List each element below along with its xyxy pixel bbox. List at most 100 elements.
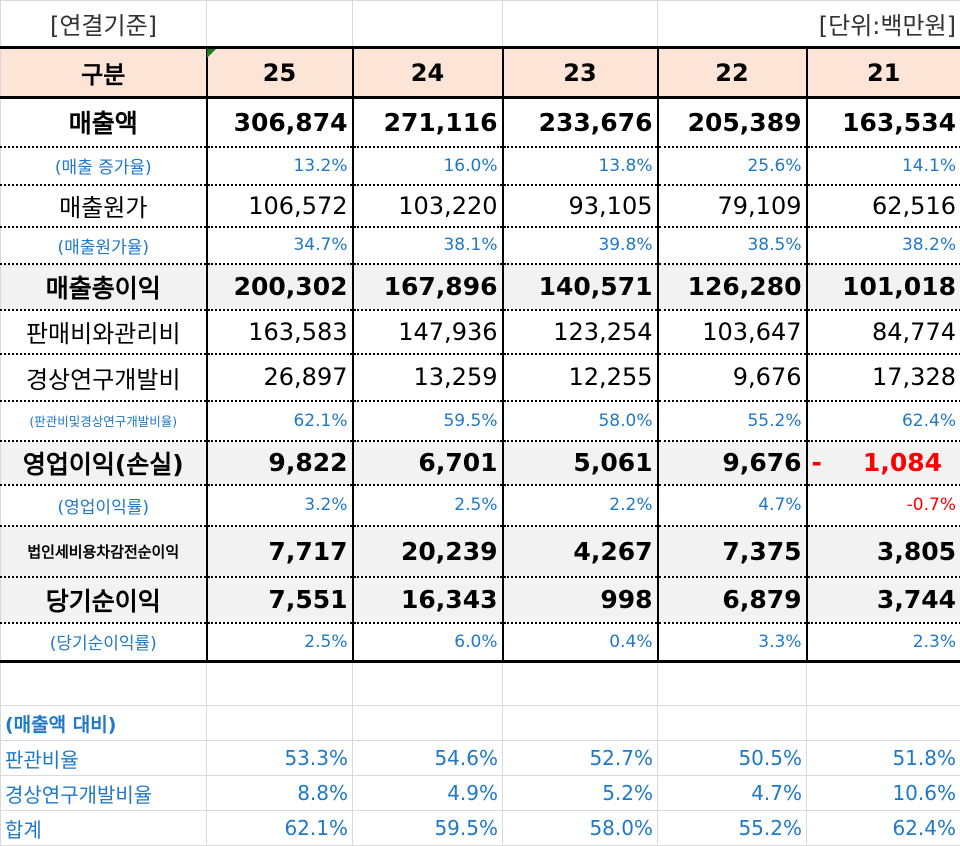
row-label[interactable]: (매출원가율) [1,227,207,264]
value-cell[interactable]: 4.7% [658,485,807,526]
value-cell[interactable]: 2.5% [207,623,353,662]
value-cell[interactable]: 9,676 [658,354,807,401]
value-cell[interactable]: 6,879 [658,577,807,623]
header-year[interactable]: 25 [207,48,353,98]
ratio-label[interactable]: 판관비율 [1,741,207,776]
value-cell[interactable]: 103,647 [658,310,807,354]
empty-cell[interactable] [503,706,658,741]
ratio-value[interactable]: 62.1% [207,811,353,846]
value-cell[interactable]: 13.2% [207,147,353,185]
value-cell[interactable]: 147,936 [353,310,503,354]
ratio-value[interactable]: 54.6% [353,741,503,776]
value-cell[interactable]: 34.7% [207,227,353,264]
header-year[interactable]: 21 [807,48,960,98]
ratio-value[interactable]: 51.8% [807,741,960,776]
ratio-value[interactable]: 52.7% [503,741,658,776]
value-cell[interactable]: 233,676 [503,98,658,147]
value-cell[interactable]: 13,259 [353,354,503,401]
value-cell[interactable]: 5,061 [503,441,658,485]
value-cell[interactable]: 20,239 [353,526,503,577]
value-cell[interactable]: 3,805 [807,526,960,577]
cell[interactable] [353,1,503,48]
row-label[interactable]: (판관비및경상연구개발비율) [1,401,207,441]
value-cell[interactable]: 163,534 [807,98,960,147]
value-cell[interactable]: 7,551 [207,577,353,623]
row-label[interactable]: 당기순이익 [1,577,207,623]
value-cell[interactable]: 38.2% [807,227,960,264]
ratio-value[interactable]: 10.6% [807,776,960,811]
value-cell[interactable]: 998 [503,577,658,623]
value-cell[interactable]: 38.5% [658,227,807,264]
row-label[interactable]: (매출 증가율) [1,147,207,185]
empty-cell[interactable] [658,706,807,741]
value-cell[interactable]: 140,571 [503,264,658,310]
empty-cell[interactable] [503,662,658,706]
empty-cell[interactable] [353,662,503,706]
ratio-value[interactable]: 62.4% [807,811,960,846]
value-cell[interactable]: 2.3% [807,623,960,662]
value-cell[interactable]: 3,744 [807,577,960,623]
cell[interactable] [207,1,353,48]
value-cell[interactable]: 101,018 [807,264,960,310]
value-cell[interactable]: 62.4% [807,401,960,441]
header-year[interactable]: 23 [503,48,658,98]
empty-cell[interactable] [658,662,807,706]
row-label[interactable]: 매출원가 [1,185,207,227]
value-cell[interactable]: 3.3% [658,623,807,662]
value-cell[interactable]: 25.6% [658,147,807,185]
value-cell[interactable]: 103,220 [353,185,503,227]
value-cell[interactable]: 4,267 [503,526,658,577]
ratio-section-title[interactable]: (매출액 대비) [1,706,207,741]
value-cell[interactable]: 62.1% [207,401,353,441]
value-cell[interactable]: 12,255 [503,354,658,401]
row-label[interactable]: 매출총이익 [1,264,207,310]
value-cell[interactable]: 271,116 [353,98,503,147]
ratio-value[interactable]: 4.9% [353,776,503,811]
value-cell[interactable]: 167,896 [353,264,503,310]
ratio-value[interactable]: 5.2% [503,776,658,811]
ratio-value[interactable]: 55.2% [658,811,807,846]
value-cell[interactable]: 6.0% [353,623,503,662]
ratio-value[interactable]: 50.5% [658,741,807,776]
ratio-value[interactable]: 53.3% [207,741,353,776]
value-cell[interactable]: 26,897 [207,354,353,401]
value-cell[interactable]: 13.8% [503,147,658,185]
row-label[interactable]: 판매비와관리비 [1,310,207,354]
empty-cell[interactable] [207,662,353,706]
empty-cell[interactable] [353,706,503,741]
row-label[interactable]: 영업이익(손실) [1,441,207,485]
row-label[interactable]: 법인세비용차감전순이익 [1,526,207,577]
header-label[interactable]: 구분 [1,48,207,98]
value-cell[interactable]: 39.8% [503,227,658,264]
empty-cell[interactable] [1,662,207,706]
value-cell[interactable]: 126,280 [658,264,807,310]
value-cell[interactable]: 106,572 [207,185,353,227]
value-cell[interactable]: 16,343 [353,577,503,623]
row-label[interactable]: 매출액 [1,98,207,147]
value-cell[interactable]: 7,717 [207,526,353,577]
value-cell[interactable]: 163,583 [207,310,353,354]
value-cell[interactable]: 16.0% [353,147,503,185]
row-label[interactable]: 경상연구개발비 [1,354,207,401]
value-cell[interactable]: 9,822 [207,441,353,485]
value-cell[interactable]: 306,874 [207,98,353,147]
ratio-value[interactable]: 59.5% [353,811,503,846]
value-cell[interactable]: -0.7% [807,485,960,526]
value-cell[interactable]: 14.1% [807,147,960,185]
cell[interactable] [503,1,658,48]
header-year[interactable]: 24 [353,48,503,98]
value-cell[interactable]: 84,774 [807,310,960,354]
value-cell[interactable]: 6,701 [353,441,503,485]
ratio-label[interactable]: 합계 [1,811,207,846]
value-cell[interactable]: 7,375 [658,526,807,577]
value-cell[interactable]: -1,084 [807,441,960,485]
value-cell[interactable]: 2.2% [503,485,658,526]
value-cell[interactable]: 38.1% [353,227,503,264]
header-year[interactable]: 22 [658,48,807,98]
value-cell[interactable]: 123,254 [503,310,658,354]
value-cell[interactable]: 205,389 [658,98,807,147]
empty-cell[interactable] [207,706,353,741]
value-cell[interactable]: 9,676 [658,441,807,485]
ratio-value[interactable]: 8.8% [207,776,353,811]
value-cell[interactable]: 93,105 [503,185,658,227]
